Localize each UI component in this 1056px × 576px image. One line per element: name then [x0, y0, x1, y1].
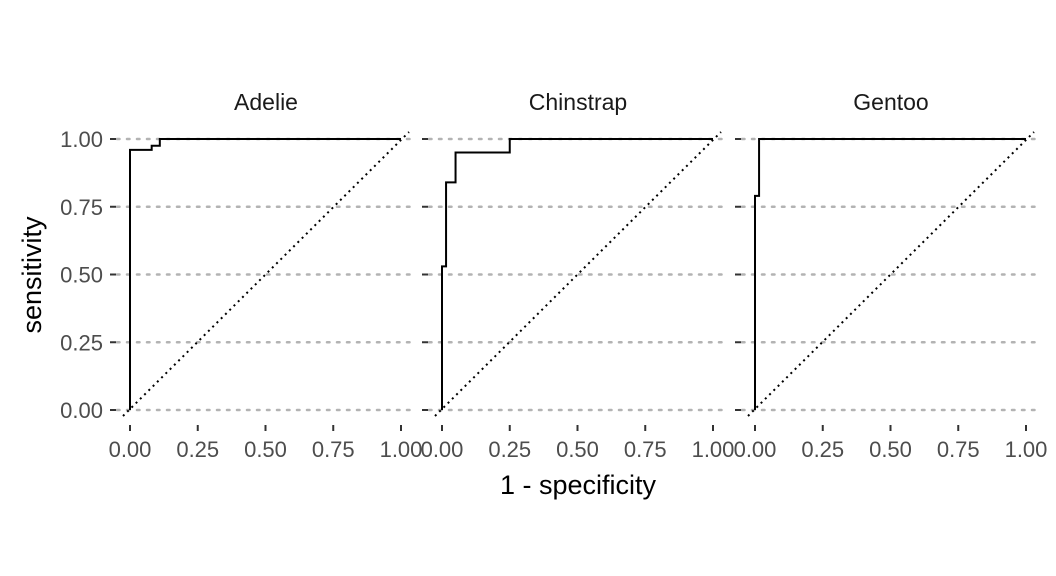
- roc-curve-line: [754, 138, 1026, 410]
- x-tick-label: 0.75: [937, 437, 980, 462]
- x-tick-label: 0.50: [244, 437, 287, 462]
- x-tick-label: 0.00: [734, 437, 777, 462]
- x-tick-label: 0.50: [556, 437, 599, 462]
- x-tick-label: 1.00: [380, 437, 423, 462]
- y-tick-label: 1.00: [60, 127, 103, 152]
- y-tick-label: 0.75: [60, 195, 103, 220]
- roc-curve-line: [441, 138, 713, 410]
- x-tick-label: 1.00: [692, 437, 735, 462]
- reference-diagonal-line: [747, 131, 1035, 417]
- y-tick-label: 0.00: [60, 398, 103, 423]
- facet-strip-label: Adelie: [234, 89, 298, 115]
- facet-panel-chinstrap: Chinstrap 0.00 0.25 0.50 0.75 1.00: [421, 89, 735, 462]
- y-tick-label: 0.50: [60, 263, 103, 288]
- x-tick-label: 1.00: [1005, 437, 1048, 462]
- roc-curve-line: [129, 138, 401, 410]
- y-tick-label: 0.25: [60, 330, 103, 355]
- reference-diagonal-line: [122, 131, 410, 417]
- facet-strip-label: Chinstrap: [529, 89, 627, 115]
- x-tick-label: 0.25: [176, 437, 219, 462]
- x-tick-label: 0.25: [801, 437, 844, 462]
- facet-strip-label: Gentoo: [853, 89, 928, 115]
- x-tick-label: 0.00: [421, 437, 464, 462]
- x-tick-label: 0.25: [488, 437, 531, 462]
- x-axis-title: 1 - specificity: [500, 470, 657, 500]
- facet-panel-adelie: Adelie 0.00 0.25 0.50 0.75 1.00 0.00 0.25 0.50 0.…: [60, 89, 422, 462]
- reference-diagonal-line: [434, 131, 722, 417]
- y-axis-title: sensitivity: [17, 216, 47, 334]
- facet-panel-gentoo: Gentoo 0.00 0.25 0.50 0.75 1.00: [734, 89, 1048, 462]
- x-tick-label: 0.75: [624, 437, 667, 462]
- x-tick-label: 0.75: [312, 437, 355, 462]
- x-tick-label: 0.00: [109, 437, 152, 462]
- x-tick-label: 0.50: [869, 437, 912, 462]
